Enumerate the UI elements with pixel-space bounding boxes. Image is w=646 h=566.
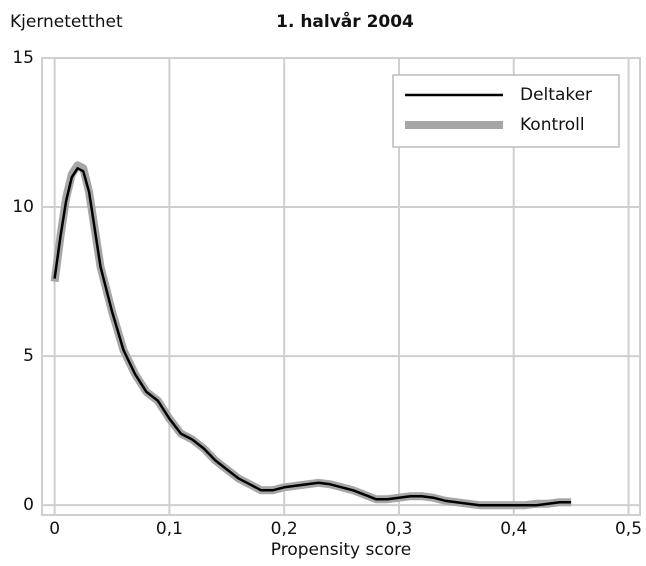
plot-frame [41,57,641,516]
x-tick-label: 0,3 [385,519,412,539]
legend-box [392,74,620,148]
x-axis-label: Propensity score [271,540,411,560]
y-tick-label: 15 [12,48,34,68]
x-tick-label: 0,2 [271,519,298,539]
y-tick-label: 0 [23,495,34,515]
y-tick-label: 5 [23,346,34,366]
legend-label: Deltaker [520,85,592,105]
y-axis-label: Kjernetetthet [10,12,123,32]
x-tick-label: 0,4 [500,519,527,539]
x-tick-label: 0 [49,519,60,539]
x-tick-label: 0,1 [156,519,183,539]
chart-title: 1. halvår 2004 [276,10,414,32]
legend-label: Kontroll [520,115,585,135]
line [53,167,572,507]
line [50,161,572,510]
x-tick-label: 0,5 [615,519,642,539]
y-tick-label: 10 [12,197,34,217]
